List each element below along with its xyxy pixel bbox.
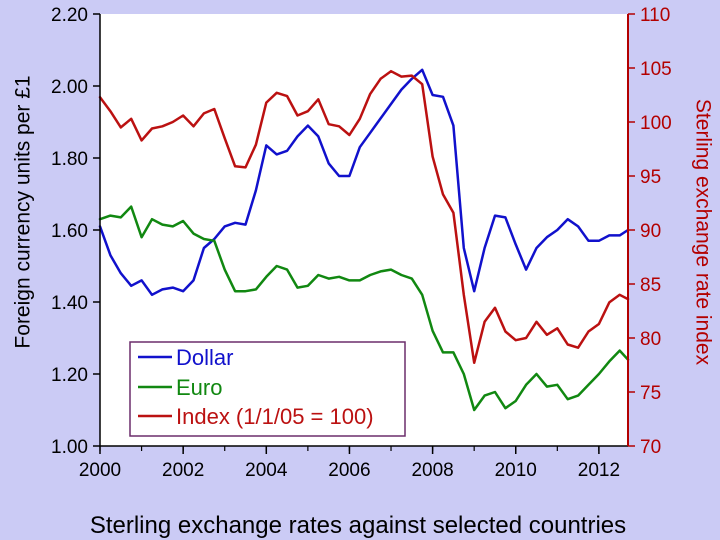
series-layer xyxy=(98,68,630,412)
left-axis-title: Foreign currency units per £1 xyxy=(12,75,35,348)
right-tick-label: 110 xyxy=(640,5,670,26)
right-tick-label: 105 xyxy=(640,59,672,80)
x-tick-label: 2010 xyxy=(495,460,537,481)
legend-label-index: Index (1/1/05 = 100) xyxy=(176,404,374,429)
right-axis-title: Sterling exchange rate index xyxy=(691,99,714,366)
left-tick-label: 1.20 xyxy=(51,365,88,386)
right-tick-label: 90 xyxy=(640,221,661,242)
legend: Dollar Euro Index (1/1/05 = 100) xyxy=(129,341,406,437)
series-line-dollar xyxy=(98,68,630,297)
left-tick-label: 1.40 xyxy=(51,293,88,314)
right-tick-label: 100 xyxy=(640,113,672,134)
x-tick-label: 2002 xyxy=(162,460,204,481)
x-tick-label: 2006 xyxy=(328,460,370,481)
left-tick-label: 2.00 xyxy=(51,77,88,98)
right-tick-label: 95 xyxy=(640,167,661,188)
left-tick-label: 1.60 xyxy=(51,221,88,242)
right-tick-label: 85 xyxy=(640,275,661,296)
left-tick-label: 2.20 xyxy=(51,5,88,26)
right-tick-label: 75 xyxy=(640,383,661,404)
right-tick-label: 80 xyxy=(640,329,661,350)
series-line-index xyxy=(98,69,630,365)
x-tick-label: 2000 xyxy=(79,460,121,481)
chart-title: Sterling exchange rates against selected… xyxy=(90,512,626,539)
legend-label-euro: Euro xyxy=(176,375,222,400)
x-tick-label: 2004 xyxy=(245,460,288,481)
x-tick-label: 2012 xyxy=(578,460,620,481)
right-tick-label: 70 xyxy=(640,437,661,458)
ticks-layer: 1.00 1.20 1.40 1.60 1.80 2.00 2.20 70 75 80 85 90 95… xyxy=(51,5,672,481)
legend-box xyxy=(129,341,406,437)
left-tick-label: 1.80 xyxy=(51,149,88,170)
left-tick-label: 1.00 xyxy=(51,437,88,458)
x-tick-label: 2008 xyxy=(411,460,453,481)
legend-label-dollar: Dollar xyxy=(176,345,233,370)
series-line-euro xyxy=(98,205,630,412)
